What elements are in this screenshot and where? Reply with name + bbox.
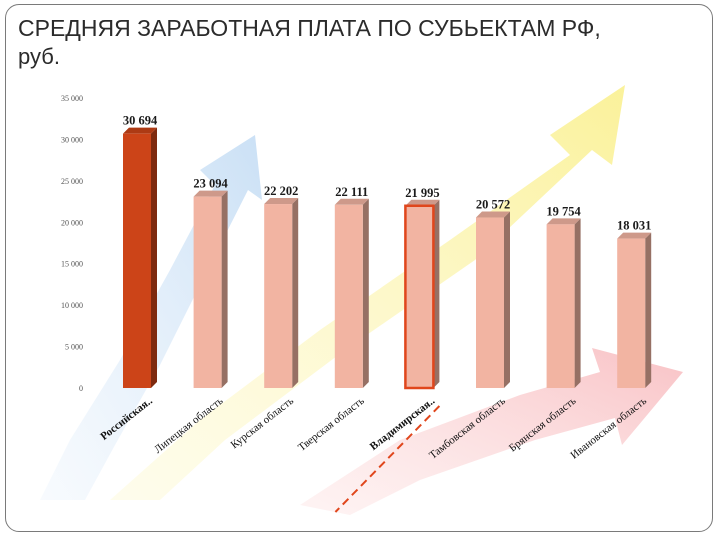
- y-tick-label: 35 000: [61, 94, 83, 103]
- bar-side: [504, 211, 510, 388]
- bar: [546, 218, 581, 388]
- title-line-2: руб.: [18, 43, 60, 69]
- dashed-underline: [334, 405, 441, 513]
- y-tick-label: 15 000: [61, 260, 83, 269]
- value-label: 20 572: [476, 198, 510, 212]
- bar-top: [405, 199, 440, 206]
- bar-front: [193, 196, 222, 388]
- page-title: СРЕДНЯЯ ЗАРАБОТНАЯ ПЛАТА ПО СУБЬЕКТАМ РФ…: [18, 14, 601, 70]
- bar-top: [617, 232, 652, 239]
- bar-front: [404, 204, 435, 390]
- y-tick-label: 25 000: [61, 177, 83, 186]
- bar-top: [264, 198, 299, 205]
- bar-front: [476, 217, 504, 388]
- bar: [334, 198, 369, 388]
- bar-side: [362, 198, 369, 388]
- bar: [617, 232, 652, 388]
- value-label: 23 094: [193, 177, 228, 191]
- value-label: 22 202: [264, 184, 298, 198]
- category-label: Тверская область: [296, 395, 367, 454]
- bar-top: [123, 127, 157, 134]
- bar: [193, 190, 228, 388]
- bar: [404, 199, 440, 390]
- title-line-1: СРЕДНЯЯ ЗАРАБОТНАЯ ПЛАТА ПО СУБЬЕКТАМ РФ…: [18, 15, 601, 41]
- bar-side: [151, 127, 157, 388]
- bar-top: [546, 218, 581, 225]
- value-label: 22 111: [335, 185, 368, 199]
- bar-top: [334, 198, 369, 205]
- bar-front: [334, 204, 363, 388]
- value-label: 19 754: [546, 204, 581, 218]
- bar-top: [476, 211, 510, 218]
- bar: [264, 198, 299, 388]
- bar: [476, 211, 510, 388]
- y-tick-label: 5 000: [65, 343, 83, 352]
- bars-group: [123, 127, 652, 390]
- bar-front: [264, 204, 293, 388]
- value-label: 18 031: [617, 219, 651, 233]
- y-tick-label: 0: [79, 384, 83, 393]
- value-label: 21 995: [405, 186, 439, 200]
- bar-side: [645, 232, 652, 388]
- bar: [123, 127, 157, 388]
- y-tick-label: 30 000: [61, 135, 83, 144]
- y-axis: 0 5 000 10 000 15 000 20 000 25 000 30 000 35 0…: [61, 94, 83, 393]
- bar-front: [123, 133, 151, 388]
- value-labels-group: 30 694 23 094 22 202 22 111 21 995 20 572 19 7…: [123, 114, 652, 233]
- y-tick-label: 10 000: [61, 301, 83, 310]
- pink-arrow-shape: [300, 348, 683, 515]
- y-tick-label: 20 000: [61, 218, 83, 227]
- bar-side: [292, 198, 299, 388]
- bar-front: [546, 224, 575, 388]
- bar-front: [617, 238, 646, 388]
- bar-top: [193, 190, 228, 197]
- slide-frame: [5, 4, 713, 532]
- bar-side: [574, 218, 581, 388]
- bar-side: [221, 190, 228, 388]
- bar-side: [433, 199, 440, 388]
- yellow-arrow-shape: [110, 85, 625, 500]
- value-label: 30 694: [123, 114, 158, 128]
